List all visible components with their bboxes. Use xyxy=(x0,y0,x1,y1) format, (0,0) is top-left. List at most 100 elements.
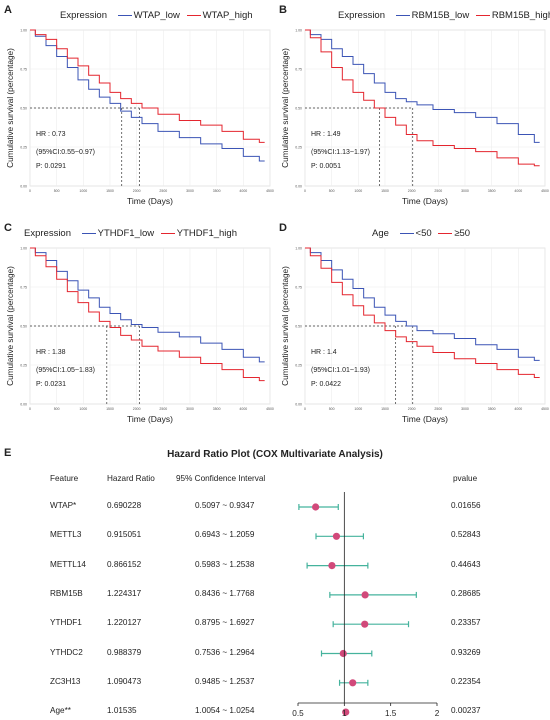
y-tick-label: 0.25 xyxy=(295,364,302,368)
survival-curve xyxy=(30,29,265,143)
legend-key-high xyxy=(186,14,201,16)
row-feature: YTHDC2 xyxy=(50,647,83,657)
stat-text: HR : 1.49 xyxy=(311,131,341,138)
legend-key-high xyxy=(160,232,175,234)
y-tick-label: 0.25 xyxy=(20,146,27,150)
row-feature: Age** xyxy=(50,706,71,716)
hazard-point xyxy=(332,532,341,540)
x-tick-label: 500 xyxy=(54,189,60,193)
row-feature: WTAP* xyxy=(50,501,77,510)
row-ci: 0.5097 ~ 0.9347 xyxy=(195,501,255,510)
km-plot-c: 0.00 0.25 0.50 0.75 1.00 0 500 1000 1500 2000 2500… xyxy=(0,240,275,436)
km-plot-b: 0.00 0.25 0.50 0.75 1.00 0 500 1000 1500 2000 2500… xyxy=(275,22,550,218)
y-tick-label: 0.50 xyxy=(295,107,302,111)
hazard-point xyxy=(339,649,347,658)
row-ci: 1.0054 ~ 1.0254 xyxy=(195,706,255,716)
survival-curve xyxy=(305,247,540,378)
legend-label-high: RBM15B_high xyxy=(491,10,550,21)
row-ci: 0.5983 ~ 1.2538 xyxy=(195,559,255,569)
x-tick-label: 0 xyxy=(304,189,306,193)
legend-title: Expression xyxy=(60,10,107,21)
hazard-point xyxy=(361,591,369,599)
x-tick-label: 2000 xyxy=(408,407,416,411)
y-tick-label: 0.25 xyxy=(20,364,27,368)
legend-key-high xyxy=(438,232,453,234)
legend-key-low xyxy=(117,14,132,16)
stat-text: HR : 1.38 xyxy=(36,349,66,356)
legend-title: Expression xyxy=(24,228,71,239)
y-tick-label: 0.75 xyxy=(20,68,27,72)
x-tick-label: 500 xyxy=(329,189,335,193)
x-tick-label: 1500 xyxy=(106,407,114,411)
survival-curve xyxy=(305,29,540,167)
y-tick-label: 0.00 xyxy=(20,403,27,407)
legend-label-high: ≥50 xyxy=(454,228,471,239)
row-pvalue: 0.00237 xyxy=(451,706,481,716)
y-tick-label: 0.75 xyxy=(295,286,302,290)
x-tick-label: 2500 xyxy=(159,189,167,193)
x-tick-label: 1500 xyxy=(381,407,389,411)
row-ci: 0.8436 ~ 1.7768 xyxy=(195,588,255,598)
x-tick-label: 1.5 xyxy=(385,709,397,718)
row-pvalue: 0.93269 xyxy=(451,647,481,657)
stat-text: HR : 1.4 xyxy=(311,349,337,356)
header-pvalue: pvalue xyxy=(453,474,478,483)
y-tick-label: 0.75 xyxy=(20,286,27,290)
legend-key-high xyxy=(475,14,490,16)
survival-curve xyxy=(305,247,540,361)
x-tick-label: 500 xyxy=(329,407,335,411)
stat-text: P: 0.0231 xyxy=(36,381,66,388)
panel-letter-d: D xyxy=(279,222,287,234)
x-tick-label: 4500 xyxy=(266,407,274,411)
row-pvalue: 0.52843 xyxy=(451,530,481,540)
hazard-point xyxy=(361,620,369,628)
x-tick-label: 4000 xyxy=(514,189,522,193)
x-tick-label: 3000 xyxy=(461,407,469,411)
legend-label-low: YTHDF1_low xyxy=(97,228,155,239)
stat-text: (95%CI:0.55~0.97) xyxy=(36,149,95,156)
x-tick-label: 3000 xyxy=(186,407,194,411)
x-tick-label: 3500 xyxy=(488,189,496,193)
stat-text: (95%CI:1.01~1.93) xyxy=(311,367,370,374)
x-tick-label: 3000 xyxy=(461,189,469,193)
x-tick-label: 1000 xyxy=(79,407,87,411)
survival-curve xyxy=(305,29,540,143)
y-axis-label: Cumulative survival (percentage) xyxy=(281,266,290,386)
x-tick-label: 3500 xyxy=(213,189,221,193)
x-tick-label: 2500 xyxy=(434,189,442,193)
row-feature: YTHDF1 xyxy=(50,618,82,628)
panel-letter-b: B xyxy=(279,4,287,16)
y-tick-label: 0.00 xyxy=(20,185,27,189)
x-tick-label: 2500 xyxy=(159,407,167,411)
legend-label-low: <50 xyxy=(415,228,432,239)
legend-a: Expression WTAP_low WTAP_high xyxy=(60,10,253,21)
legend-c: Expression YTHDF1_low YTHDF1_high xyxy=(24,228,237,239)
stat-text: (95%CI:1.05~1.83) xyxy=(36,367,95,374)
y-tick-label: 1.00 xyxy=(295,29,302,33)
header-hazard-ratio: Hazard Ratio xyxy=(107,474,155,483)
x-axis-label: Time (Days) xyxy=(127,196,173,206)
row-hazard-ratio: 0.866152 xyxy=(107,559,142,569)
panel-letter-e: E xyxy=(4,447,12,459)
x-tick-label: 1 xyxy=(342,709,347,718)
hazard-point xyxy=(342,708,350,716)
x-tick-label: 3500 xyxy=(488,407,496,411)
legend-d: Age <50 ≥50 xyxy=(372,228,470,239)
x-axis-label: Time (Days) xyxy=(402,196,448,206)
y-tick-label: 1.00 xyxy=(20,29,27,33)
legend-key-low xyxy=(395,14,410,16)
survival-curve xyxy=(30,29,265,162)
row-hazard-ratio: 0.915051 xyxy=(107,530,142,540)
hazard-point xyxy=(312,503,320,511)
row-pvalue: 0.44643 xyxy=(451,559,481,569)
panel-letter-a: A xyxy=(4,4,12,16)
row-ci: 0.7536 ~ 1.2964 xyxy=(195,647,255,657)
x-tick-label: 0 xyxy=(29,407,31,411)
row-pvalue: 0.01656 xyxy=(451,501,481,510)
legend-title: Age xyxy=(372,228,389,239)
x-axis-label: Time (Days) xyxy=(127,414,173,424)
y-tick-label: 1.00 xyxy=(20,247,27,251)
y-tick-label: 0.00 xyxy=(295,185,302,189)
header-feature: Feature xyxy=(50,474,79,483)
x-tick-label: 4000 xyxy=(239,189,247,193)
